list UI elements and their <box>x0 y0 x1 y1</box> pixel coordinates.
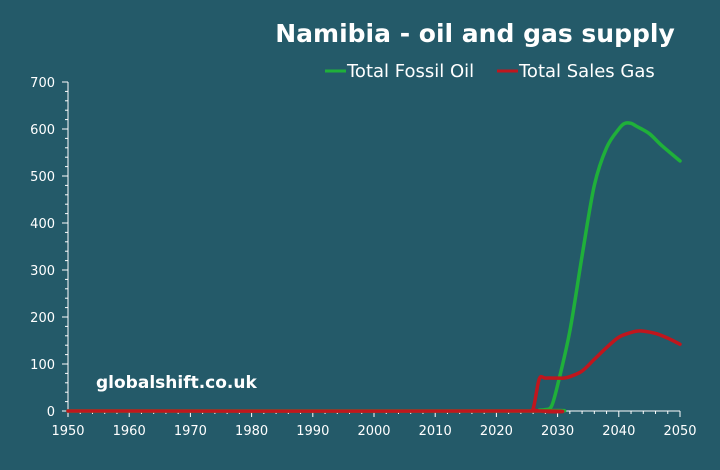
x-tick-label: 1990 <box>296 424 329 439</box>
watermark: globalshift.co.uk <box>96 373 257 393</box>
x-tick-label: 1970 <box>174 424 207 439</box>
y-tick-label: 0 <box>47 405 55 420</box>
x-tick-label: 2000 <box>357 424 390 439</box>
x-tick-label: 2040 <box>602 424 635 439</box>
legend-label-total-fossil-oil: Total Fossil Oil <box>346 61 474 82</box>
x-tick-label: 1960 <box>113 424 146 439</box>
series-line-total-sales-gas <box>66 329 682 414</box>
y-tick-label: 400 <box>30 217 55 232</box>
plot-area <box>66 121 682 414</box>
legend-label-total-sales-gas: Total Sales Gas <box>518 61 655 82</box>
y-tick-label: 300 <box>30 264 55 279</box>
axes: 0 100 200 300 400 500 600 700 1950 1960 1970 1980 19… <box>30 76 696 439</box>
x-tick-label: 1950 <box>51 424 84 439</box>
y-tick-label: 100 <box>30 358 55 373</box>
x-tick-label: 2010 <box>419 424 452 439</box>
y-tick-label: 500 <box>30 170 55 185</box>
x-tick-label: 2030 <box>541 424 574 439</box>
y-tick-label: 200 <box>30 311 55 326</box>
y-tick-label: 600 <box>30 123 55 138</box>
x-tick-label: 2050 <box>663 424 696 439</box>
y-tick-label: 700 <box>30 76 55 91</box>
series-line-total-fossil-oil <box>66 121 682 413</box>
x-tick-label: 1980 <box>235 424 268 439</box>
x-tick-label: 2020 <box>480 424 513 439</box>
chart-title: Namibia - oil and gas supply <box>275 19 675 48</box>
legend: Total Fossil Oil Total Sales Gas <box>325 61 655 82</box>
